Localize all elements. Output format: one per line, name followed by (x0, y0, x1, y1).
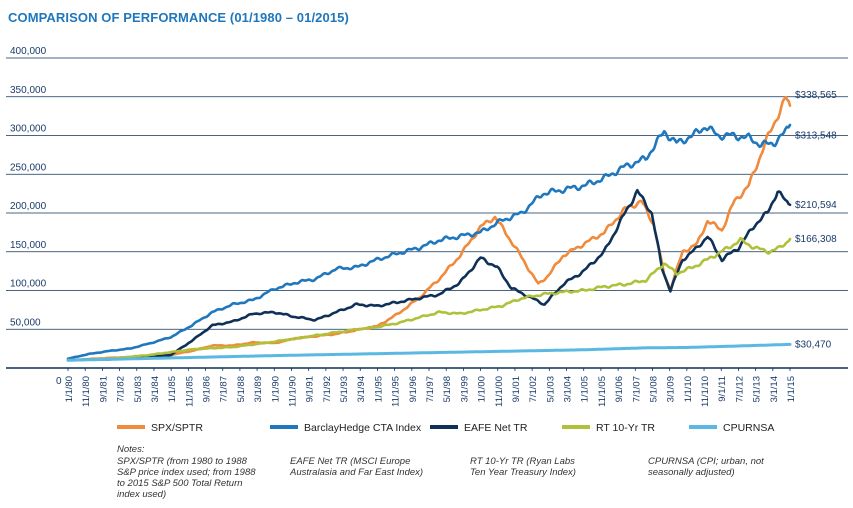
end-value-label: $313,548 (795, 131, 837, 142)
x-tick-label: 3/1/89 (253, 376, 264, 402)
end-value-label: $30,470 (795, 339, 832, 350)
series-line-eafe-net-tr (66, 188, 792, 362)
x-tick-label: 1/1/90 (270, 376, 281, 402)
note-eafe: EAFE Net TR (MSCI Europe Australasia and… (290, 456, 424, 478)
end-value-label: $166,308 (795, 234, 837, 245)
x-tick-label: 7/1/07 (631, 376, 642, 402)
y-tick-label: 400,000 (10, 46, 47, 57)
x-tick-label: 1/1/15 (786, 376, 797, 402)
y-tick-label: 150,000 (10, 240, 47, 251)
end-value-label: $210,594 (795, 200, 837, 211)
x-tick-label: 1/1/95 (373, 376, 384, 402)
x-tick-label: 9/1/91 (305, 376, 316, 402)
end-value-label: $338,565 (795, 90, 837, 101)
x-tick-label: 9/1/11 (717, 376, 728, 402)
x-tick-label: 5/1/83 (133, 376, 144, 402)
y-tick-label: 200,000 (10, 201, 47, 212)
x-tick-label: 9/1/81 (98, 376, 109, 402)
x-tick-label: 7/1/02 (528, 376, 539, 402)
x-tick-label: 5/1/03 (545, 376, 556, 402)
x-tick-label: 11/1/00 (494, 376, 505, 407)
x-tick-label: 1/1/80 (64, 376, 75, 402)
x-tick-label: 7/1/12 (734, 376, 745, 402)
y-tick-label: 300,000 (10, 124, 47, 135)
notes-heading: Notes: (117, 444, 145, 455)
x-tick-label: 11/1/10 (700, 376, 711, 407)
y-tick-label: 250,000 (10, 162, 47, 173)
legend-label: RT 10-Yr TR (596, 422, 655, 434)
x-tick-label: 1/1/85 (167, 376, 178, 402)
x-tick-label: 11/1/95 (391, 376, 402, 407)
x-tick-label: 5/1/93 (339, 376, 350, 402)
note-cpi: CPURNSA (CPI; urban, not seasonally adju… (648, 456, 764, 478)
note-spx: SPX/SPTR (from 1980 to 1988 S&P price in… (117, 456, 256, 500)
x-tick-label: 9/1/01 (511, 376, 522, 402)
y-tick-label: 0 (56, 376, 62, 387)
series-line-spx-sptr (66, 96, 792, 362)
legend-label: CPURNSA (723, 422, 774, 434)
legend-label: SPX/SPTR (151, 422, 203, 434)
x-tick-label: 11/1/05 (597, 376, 608, 407)
x-tick-label: 1/1/00 (477, 376, 488, 402)
legend-label: EAFE Net TR (464, 422, 528, 434)
series-line-rt-10-yr-tr (66, 236, 792, 362)
series-line-barclayhedge-cta-index (66, 123, 792, 360)
x-tick-label: 11/1/80 (81, 376, 92, 407)
x-tick-label: 1/1/10 (683, 376, 694, 402)
x-tick-label: 5/1/98 (442, 376, 453, 402)
x-tick-label: 3/1/14 (769, 376, 780, 402)
legend-label: BarclayHedge CTA Index (304, 422, 422, 434)
x-tick-label: 5/1/08 (648, 376, 659, 402)
series-line-cpurnsa (66, 342, 792, 362)
x-tick-label: 7/1/87 (219, 376, 230, 402)
x-tick-label: 3/1/99 (459, 376, 470, 402)
x-tick-label: 9/1/86 (202, 376, 213, 402)
y-tick-label: 350,000 (10, 85, 47, 96)
x-tick-label: 11/1/90 (287, 376, 298, 407)
y-tick-label: 50,000 (10, 317, 41, 328)
x-tick-label: 9/1/06 (614, 376, 625, 402)
note-rt: RT 10-Yr TR (Ryan Labs Ten Year Treasury… (470, 456, 576, 478)
x-tick-label: 3/1/84 (150, 376, 161, 402)
x-tick-label: 3/1/09 (666, 376, 677, 402)
x-tick-label: 5/1/88 (236, 376, 247, 402)
y-tick-label: 100,000 (10, 279, 47, 290)
x-tick-label: 9/1/96 (408, 376, 419, 402)
x-tick-label: 7/1/92 (322, 376, 333, 402)
x-tick-label: 1/1/05 (580, 376, 591, 402)
x-tick-label: 7/1/82 (116, 376, 127, 402)
x-tick-label: 5/1/13 (752, 376, 763, 402)
x-tick-label: 3/1/04 (563, 376, 574, 402)
x-tick-label: 3/1/94 (356, 376, 367, 402)
x-tick-label: 7/1/97 (425, 376, 436, 402)
x-tick-label: 11/1/85 (184, 376, 195, 407)
chart-title: COMPARISON OF PERFORMANCE (01/1980 – 01/… (8, 10, 349, 25)
